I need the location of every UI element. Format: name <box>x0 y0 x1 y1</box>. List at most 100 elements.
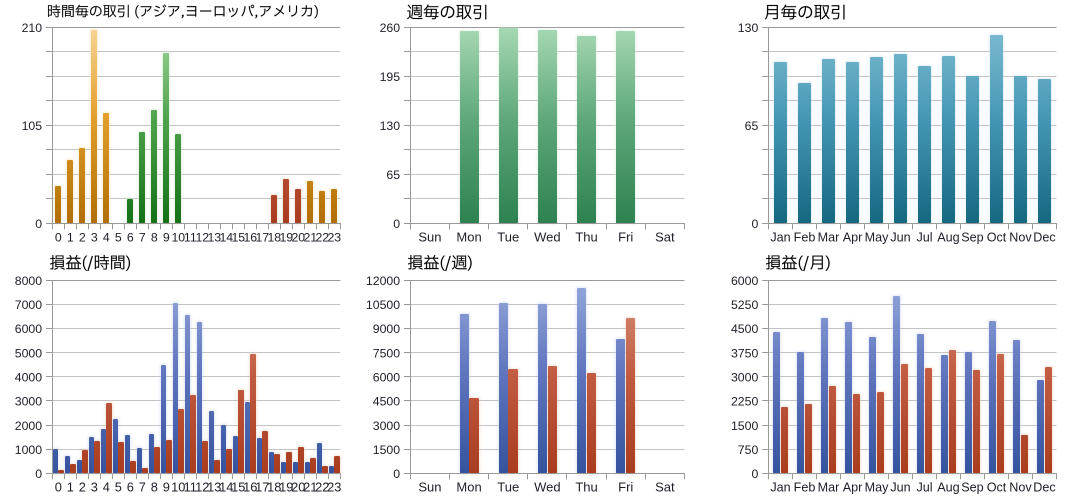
svg-text:6: 6 <box>127 479 134 494</box>
svg-text:0: 0 <box>35 467 42 481</box>
svg-text:Mon: Mon <box>456 479 481 494</box>
svg-text:130: 130 <box>380 119 401 133</box>
svg-text:3: 3 <box>91 231 98 245</box>
svg-text:10: 10 <box>171 479 185 494</box>
svg-text:15: 15 <box>231 231 245 245</box>
svg-text:10: 10 <box>171 231 185 245</box>
svg-text:210: 210 <box>22 21 43 35</box>
svg-text:0: 0 <box>35 217 42 231</box>
svg-text:5: 5 <box>115 479 122 494</box>
svg-text:6: 6 <box>127 231 134 245</box>
svg-text:Fri: Fri <box>618 479 633 494</box>
svg-text:23: 23 <box>327 231 341 245</box>
svg-text:8000: 8000 <box>15 274 43 288</box>
svg-text:Feb: Feb <box>794 231 816 245</box>
svg-text:Thu: Thu <box>575 230 597 245</box>
svg-text:Wed: Wed <box>534 479 561 494</box>
svg-text:12: 12 <box>195 231 209 245</box>
svg-text:Sat: Sat <box>655 479 675 494</box>
svg-text:130: 130 <box>738 21 759 35</box>
svg-text:1500: 1500 <box>373 443 401 457</box>
svg-text:Jul: Jul <box>916 480 932 494</box>
svg-text:260: 260 <box>380 21 401 35</box>
svg-text:14: 14 <box>219 479 233 494</box>
svg-text:20: 20 <box>291 231 305 245</box>
svg-text:6000: 6000 <box>731 274 759 288</box>
svg-text:3000: 3000 <box>15 395 43 409</box>
svg-text:2000: 2000 <box>15 419 43 433</box>
svg-text:5000: 5000 <box>15 346 43 360</box>
svg-text:Jun: Jun <box>890 231 910 245</box>
svg-text:4500: 4500 <box>731 322 759 336</box>
svg-text:14: 14 <box>219 231 233 245</box>
svg-text:Aug: Aug <box>937 231 959 245</box>
svg-text:7500: 7500 <box>373 346 401 360</box>
svg-text:May: May <box>865 480 889 494</box>
svg-text:18: 18 <box>267 231 281 245</box>
svg-text:20: 20 <box>291 479 305 494</box>
svg-text:2250: 2250 <box>731 395 759 409</box>
svg-text:3750: 3750 <box>731 346 759 360</box>
svg-text:Sep: Sep <box>961 231 983 245</box>
svg-text:0: 0 <box>55 231 62 245</box>
svg-text:4500: 4500 <box>373 395 401 409</box>
svg-text:0: 0 <box>751 217 758 231</box>
svg-text:Feb: Feb <box>794 480 816 494</box>
svg-text:19: 19 <box>279 479 293 494</box>
svg-text:0: 0 <box>393 467 400 481</box>
svg-text:Nov: Nov <box>1009 231 1032 245</box>
svg-text:0: 0 <box>751 467 758 481</box>
svg-text:Sun: Sun <box>418 230 441 245</box>
svg-text:May: May <box>865 231 889 245</box>
svg-text:Sat: Sat <box>655 230 675 245</box>
svg-text:5250: 5250 <box>731 298 759 312</box>
svg-text:Dec: Dec <box>1033 231 1055 245</box>
svg-text:Nov: Nov <box>1009 480 1032 494</box>
svg-text:12000: 12000 <box>366 274 400 288</box>
svg-text:3: 3 <box>91 479 98 494</box>
svg-text:Jun: Jun <box>890 480 910 494</box>
svg-text:7000: 7000 <box>15 298 43 312</box>
svg-text:0: 0 <box>55 479 62 494</box>
svg-text:1: 1 <box>67 231 74 245</box>
svg-text:Oct: Oct <box>987 231 1007 245</box>
svg-text:13: 13 <box>207 479 221 494</box>
svg-text:Aug: Aug <box>937 480 959 494</box>
svg-text:Thu: Thu <box>575 479 597 494</box>
svg-text:1000: 1000 <box>15 443 43 457</box>
svg-text:Dec: Dec <box>1033 480 1055 494</box>
svg-text:22: 22 <box>315 231 329 245</box>
svg-text:13: 13 <box>207 231 221 245</box>
svg-text:10500: 10500 <box>366 298 400 312</box>
svg-text:9: 9 <box>163 231 170 245</box>
svg-text:11: 11 <box>184 231 197 245</box>
svg-text:65: 65 <box>386 168 400 182</box>
svg-text:21: 21 <box>303 479 317 494</box>
svg-text:65: 65 <box>745 119 759 133</box>
svg-text:17: 17 <box>255 231 269 245</box>
svg-text:3000: 3000 <box>373 419 401 433</box>
svg-text:18: 18 <box>267 479 281 494</box>
svg-text:9: 9 <box>163 479 170 494</box>
svg-text:6000: 6000 <box>373 371 401 385</box>
svg-text:Mar: Mar <box>818 480 840 494</box>
svg-text:5: 5 <box>115 231 122 245</box>
svg-text:9000: 9000 <box>373 322 401 336</box>
svg-text:Apr: Apr <box>843 231 863 245</box>
svg-text:0: 0 <box>393 217 400 231</box>
svg-text:1500: 1500 <box>731 419 759 433</box>
svg-text:1: 1 <box>67 479 74 494</box>
svg-text:Tue: Tue <box>497 230 519 245</box>
svg-text:22: 22 <box>315 479 329 494</box>
svg-text:Mar: Mar <box>818 231 840 245</box>
svg-text:Oct: Oct <box>987 480 1007 494</box>
svg-text:Sun: Sun <box>418 479 441 494</box>
svg-text:Jan: Jan <box>770 231 790 245</box>
svg-text:8: 8 <box>151 231 158 245</box>
svg-text:11: 11 <box>184 479 197 494</box>
svg-text:2: 2 <box>79 479 86 494</box>
svg-text:4: 4 <box>103 231 110 245</box>
svg-text:Fri: Fri <box>618 230 633 245</box>
svg-text:Wed: Wed <box>534 230 561 245</box>
svg-text:15: 15 <box>231 479 245 494</box>
